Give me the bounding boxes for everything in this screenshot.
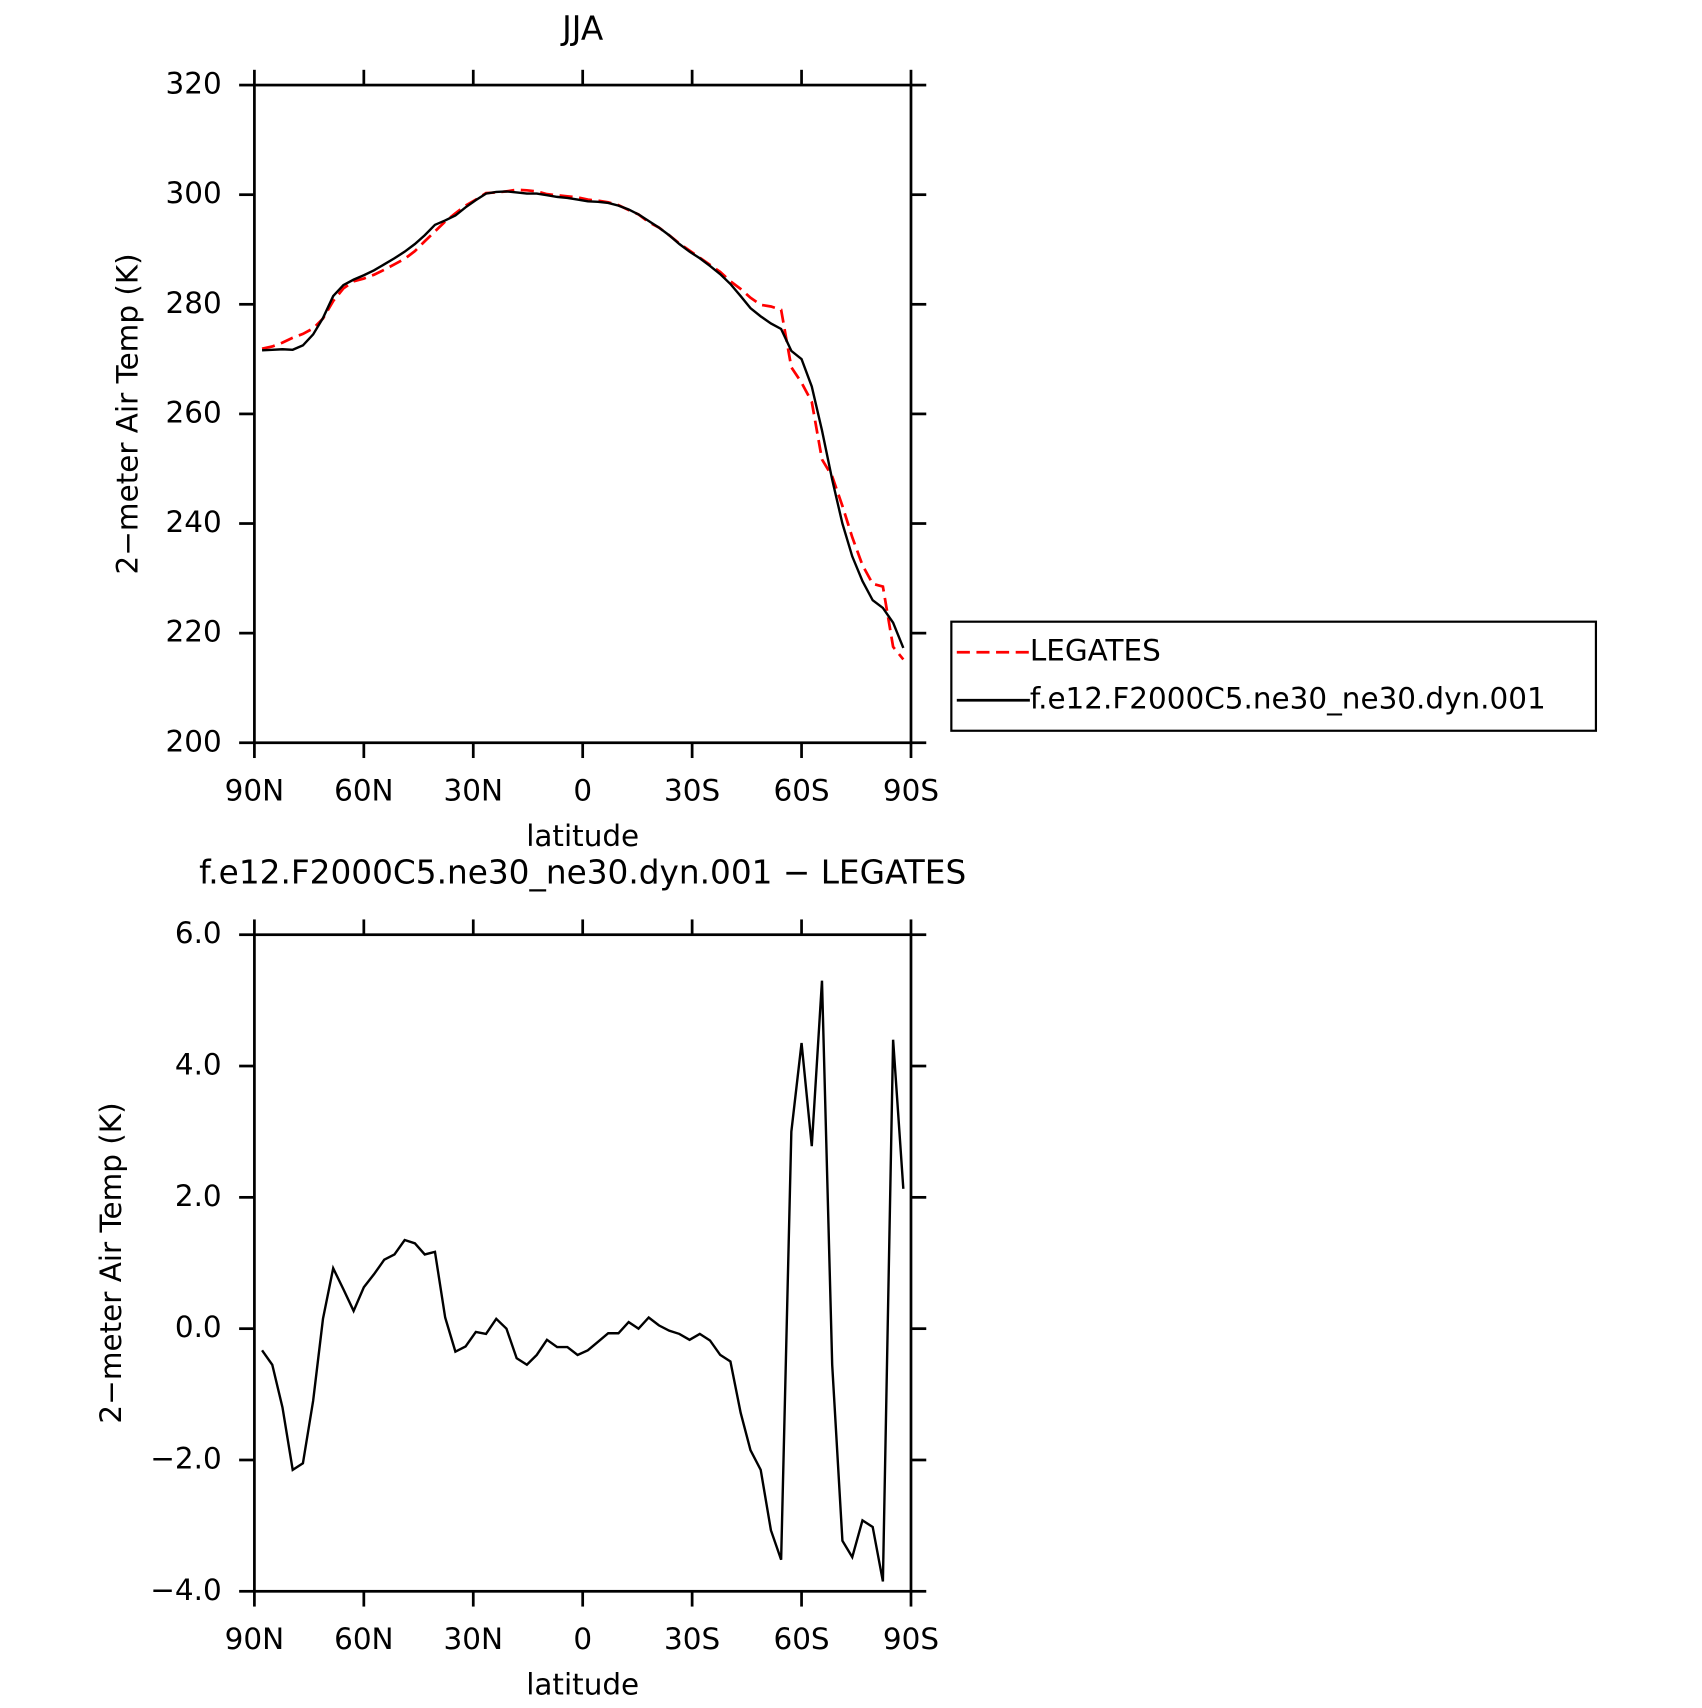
x-tick-label: 60N [334,773,393,807]
y-axis-label: 2−meter Air Temp (K) [110,253,144,574]
x-axis-label: latitude [526,1668,639,1702]
y-tick-label: 200 [165,724,221,758]
x-tick-label: 90N [225,773,284,807]
legend-label: f.e12.F2000C5.ne30_ne30.dyn.001 [1030,682,1546,716]
x-tick-label: 90S [883,773,939,807]
x-tick-label: 30S [664,773,720,807]
x-tick-label: 60N [334,1622,393,1656]
x-tick-label: 30N [444,1622,503,1656]
chart-title: JJA [560,10,604,48]
chart-title: f.e12.F2000C5.ne30_ne30.dyn.001 − LEGATE… [199,854,966,892]
legend-label: LEGATES [1030,634,1161,668]
y-axis-label: 2−meter Air Temp (K) [94,1102,128,1423]
plot-frame [253,933,913,1593]
data-line [261,188,905,661]
y-tick-label: 320 [165,67,221,101]
x-tick-label: 30S [664,1622,720,1656]
x-tick-label: 90S [883,1622,939,1656]
y-tick-label: 0.0 [175,1310,222,1344]
y-tick-label: 4.0 [175,1048,222,1082]
y-tick-label: 2.0 [175,1179,222,1213]
y-tick-label: 240 [165,505,221,539]
legend-box [950,620,1598,732]
data-line [261,190,905,649]
x-tick-label: 30N [444,773,503,807]
x-axis-label: latitude [526,819,639,853]
data-line [261,980,905,1582]
y-tick-label: −4.0 [150,1573,221,1607]
x-tick-label: 90N [225,1622,284,1656]
x-tick-label: 60S [773,773,829,807]
y-tick-label: 6.0 [175,916,222,950]
y-tick-label: 300 [165,176,221,210]
y-tick-label: 220 [165,615,221,649]
y-tick-label: 260 [165,395,221,429]
x-tick-label: 0 [573,1622,592,1656]
y-tick-label: 280 [165,286,221,320]
plot-frame [253,83,913,745]
x-tick-label: 0 [573,773,592,807]
x-tick-label: 60S [773,1622,829,1656]
y-tick-label: −2.0 [150,1441,221,1475]
